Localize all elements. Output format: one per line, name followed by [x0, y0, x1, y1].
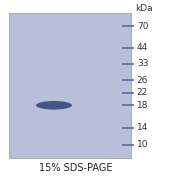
Text: 26: 26	[137, 76, 148, 85]
Text: 33: 33	[137, 59, 148, 68]
Ellipse shape	[36, 101, 72, 110]
Text: 22: 22	[137, 88, 148, 97]
Text: 15% SDS-PAGE: 15% SDS-PAGE	[39, 163, 112, 173]
Text: 18: 18	[137, 101, 148, 110]
Text: 10: 10	[137, 140, 148, 149]
FancyBboxPatch shape	[9, 13, 131, 158]
Text: 70: 70	[137, 22, 148, 31]
Text: kDa: kDa	[135, 4, 153, 13]
Text: 14: 14	[137, 123, 148, 132]
Text: 44: 44	[137, 43, 148, 52]
